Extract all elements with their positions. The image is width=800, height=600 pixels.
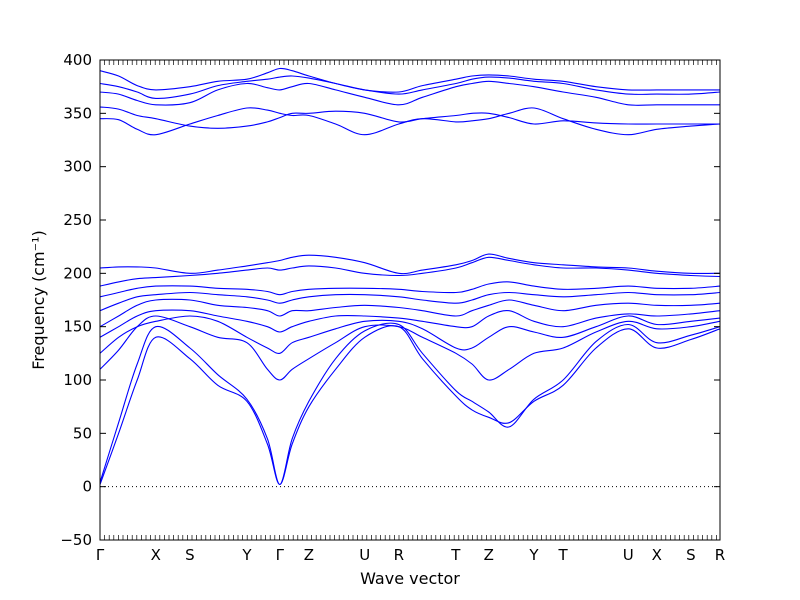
band-line-2 <box>100 322 720 486</box>
y-tick-label: 100 <box>63 371 92 389</box>
y-tick-label: 250 <box>63 211 92 229</box>
band-line-1 <box>100 325 720 486</box>
x-tick-label: T <box>450 546 461 564</box>
x-tick-label: Z <box>304 546 314 564</box>
y-tick-label: 0 <box>82 478 92 496</box>
band-line-11 <box>100 107 720 136</box>
y-axis-ticks: −50 0 50 100 150 200 250 300 350 400 <box>60 51 720 549</box>
y-tick-label: 200 <box>63 264 92 282</box>
band-line-4 <box>100 315 720 354</box>
x-tick-label: R <box>394 546 404 564</box>
band-line-8 <box>100 281 720 298</box>
x-tick-label: U <box>623 546 634 564</box>
band-line-15 <box>100 67 720 93</box>
band-line-6 <box>100 298 720 328</box>
x-axis-label: Wave vector <box>360 569 460 588</box>
y-tick-label: 300 <box>63 158 92 176</box>
y-tick-label: 400 <box>63 51 92 69</box>
x-tick-label: X <box>652 546 662 564</box>
band-line-14 <box>100 75 720 99</box>
band-line-10 <box>100 253 720 275</box>
x-tick-label: S <box>686 546 696 564</box>
x-tick-label: R <box>715 546 725 564</box>
band-line-5 <box>100 309 720 338</box>
y-tick-label: 350 <box>63 104 92 122</box>
plot-frame <box>99 59 721 541</box>
band-line-9 <box>100 256 720 287</box>
x-tick-label: Γ <box>276 546 285 564</box>
band-line-13 <box>100 80 720 106</box>
y-tick-label: −50 <box>60 531 92 549</box>
x-tick-label: Γ <box>96 546 105 564</box>
x-tick-label: S <box>185 546 195 564</box>
x-axis-minor-ticks <box>99 60 717 540</box>
x-tick-label: X <box>151 546 161 564</box>
x-tick-label: Z <box>484 546 494 564</box>
x-tick-label: U <box>359 546 370 564</box>
band-line-3 <box>100 315 720 381</box>
series-layer <box>100 67 720 486</box>
x-tick-label: Y <box>528 546 539 564</box>
x-tick-label: Y <box>241 546 252 564</box>
y-axis-label: Frequency (cm⁻¹) <box>29 230 48 369</box>
x-tick-label: T <box>558 546 569 564</box>
y-tick-label: 50 <box>73 424 92 442</box>
band-line-12 <box>100 106 720 129</box>
band-line-7 <box>100 291 720 312</box>
y-tick-label: 150 <box>63 318 92 336</box>
